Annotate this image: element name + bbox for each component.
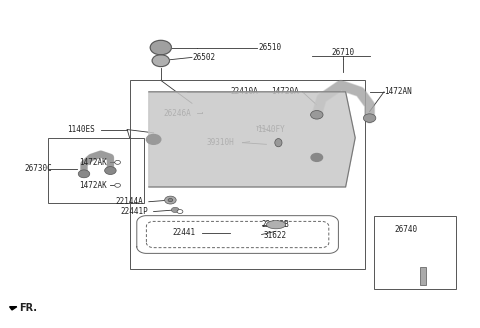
Text: 22410A: 22410A <box>230 87 258 96</box>
Polygon shape <box>149 92 355 187</box>
Circle shape <box>78 170 90 178</box>
Text: 26510: 26510 <box>258 43 281 52</box>
Circle shape <box>115 183 120 187</box>
Ellipse shape <box>275 138 282 147</box>
Circle shape <box>150 40 171 55</box>
Text: 26730C: 26730C <box>24 164 52 174</box>
Text: 26502: 26502 <box>192 53 215 62</box>
Circle shape <box>105 167 116 174</box>
Text: 1472AK: 1472AK <box>79 181 107 190</box>
Text: 26246A: 26246A <box>163 109 191 118</box>
Circle shape <box>146 134 161 144</box>
Circle shape <box>177 210 183 214</box>
Text: 22441: 22441 <box>173 228 196 237</box>
Text: 22443B: 22443B <box>262 220 289 229</box>
Ellipse shape <box>266 220 286 229</box>
Text: 1472AK: 1472AK <box>79 158 107 167</box>
Text: 1140ES: 1140ES <box>67 125 95 134</box>
Circle shape <box>152 55 169 67</box>
Text: 22441P: 22441P <box>120 207 148 216</box>
Bar <box>374 216 456 289</box>
Text: 31622: 31622 <box>263 231 286 240</box>
Bar <box>130 80 365 269</box>
Text: 26740: 26740 <box>394 225 417 234</box>
Text: 1140FY: 1140FY <box>257 125 285 134</box>
Circle shape <box>311 111 323 119</box>
Circle shape <box>363 114 376 122</box>
Text: 26710: 26710 <box>332 48 355 57</box>
Circle shape <box>168 198 173 202</box>
Bar <box>48 138 144 203</box>
Polygon shape <box>10 307 17 310</box>
Bar <box>420 267 426 285</box>
Circle shape <box>165 196 176 204</box>
Text: 14720A: 14720A <box>271 87 299 96</box>
Circle shape <box>171 207 179 213</box>
Text: 1472AN: 1472AN <box>384 87 412 96</box>
Circle shape <box>311 154 323 161</box>
Text: 22144A: 22144A <box>115 197 143 206</box>
Text: 39310H: 39310H <box>206 138 234 147</box>
Circle shape <box>115 160 120 164</box>
Text: FR.: FR. <box>19 303 37 313</box>
